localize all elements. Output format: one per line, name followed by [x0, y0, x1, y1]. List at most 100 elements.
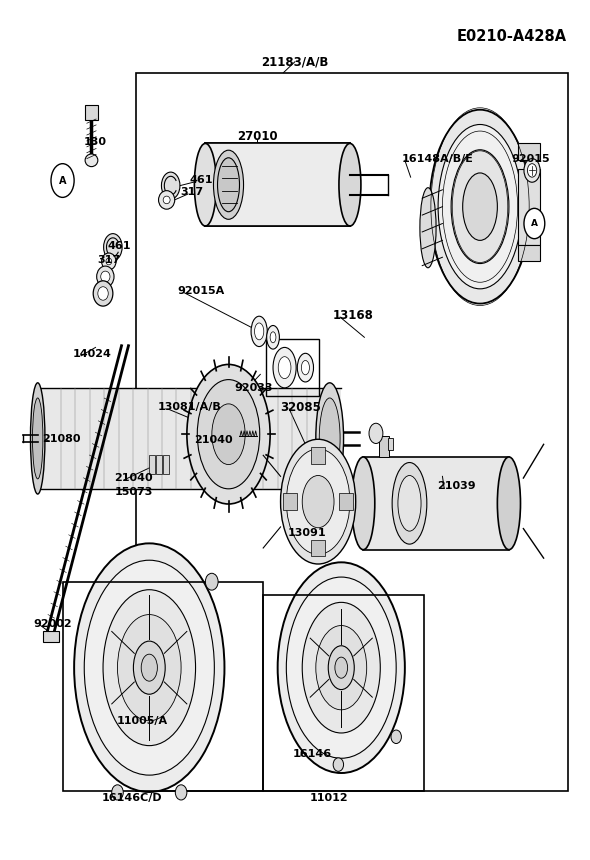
Text: 13081/A/B: 13081/A/B [158, 402, 221, 412]
Circle shape [527, 163, 537, 177]
Text: 21040: 21040 [194, 435, 232, 445]
Ellipse shape [333, 758, 343, 771]
Ellipse shape [103, 590, 195, 746]
Ellipse shape [251, 316, 267, 347]
Ellipse shape [74, 544, 224, 792]
Ellipse shape [85, 154, 98, 167]
Bar [136, 72, 569, 790]
Ellipse shape [101, 271, 110, 282]
Ellipse shape [301, 360, 309, 375]
Circle shape [369, 423, 383, 444]
Bar [517, 169, 540, 244]
Ellipse shape [319, 398, 340, 479]
Text: 317: 317 [181, 187, 204, 197]
Bar [311, 447, 325, 464]
Ellipse shape [497, 457, 520, 550]
Text: E0210-A428A: E0210-A428A [457, 29, 567, 44]
Ellipse shape [316, 383, 343, 494]
Bar [388, 438, 394, 451]
Ellipse shape [352, 457, 375, 550]
Ellipse shape [101, 253, 116, 270]
Text: A: A [531, 219, 538, 228]
Circle shape [51, 163, 74, 198]
Ellipse shape [286, 449, 350, 555]
Text: 13091: 13091 [288, 528, 327, 538]
Text: 92015: 92015 [512, 154, 550, 163]
Ellipse shape [97, 266, 114, 287]
Bar [311, 539, 325, 556]
Text: 11005/A: 11005/A [117, 716, 168, 726]
Text: 317: 317 [97, 255, 120, 265]
Ellipse shape [463, 173, 497, 240]
Ellipse shape [398, 476, 421, 531]
Ellipse shape [302, 602, 381, 733]
Ellipse shape [316, 625, 367, 710]
Text: 21183/A/B: 21183/A/B [261, 55, 329, 68]
Ellipse shape [84, 560, 214, 775]
Text: 92015A: 92015A [177, 286, 224, 296]
Bar [43, 630, 59, 642]
Bar [517, 144, 540, 160]
Ellipse shape [254, 323, 264, 340]
Bar [379, 436, 389, 457]
Ellipse shape [339, 144, 361, 226]
Bar [339, 494, 353, 510]
Ellipse shape [218, 157, 240, 212]
Ellipse shape [163, 196, 170, 204]
Ellipse shape [451, 150, 509, 263]
Text: 11012: 11012 [310, 793, 349, 803]
Text: 92002: 92002 [34, 619, 73, 629]
Text: 27010: 27010 [237, 130, 278, 144]
Ellipse shape [141, 654, 158, 681]
Ellipse shape [175, 785, 187, 800]
Ellipse shape [273, 347, 296, 388]
Bar [84, 105, 99, 120]
Text: eReplacementParts.com: eReplacementParts.com [185, 415, 312, 425]
Text: 14024: 14024 [73, 349, 112, 359]
Ellipse shape [335, 657, 348, 679]
Ellipse shape [281, 439, 356, 564]
Text: 92033: 92033 [234, 383, 273, 393]
Ellipse shape [297, 353, 313, 382]
Ellipse shape [278, 562, 405, 773]
Bar [266, 339, 319, 396]
Ellipse shape [112, 785, 123, 800]
Bar [38, 388, 341, 489]
Bar [63, 581, 263, 790]
Ellipse shape [420, 187, 436, 267]
Ellipse shape [212, 404, 245, 464]
Text: 461: 461 [190, 175, 213, 185]
Bar [517, 244, 540, 261]
Circle shape [104, 234, 122, 261]
Text: A: A [59, 175, 66, 186]
Text: 16148A/B/E: 16148A/B/E [402, 154, 474, 163]
Ellipse shape [194, 144, 217, 226]
Text: 16146C/D: 16146C/D [101, 793, 162, 803]
Ellipse shape [31, 383, 45, 494]
Ellipse shape [117, 615, 181, 721]
Bar [156, 455, 162, 474]
Bar [149, 455, 155, 474]
Ellipse shape [187, 365, 270, 504]
Text: 461: 461 [107, 242, 130, 251]
Bar [263, 595, 424, 790]
Ellipse shape [106, 258, 112, 265]
Ellipse shape [391, 730, 401, 744]
Ellipse shape [267, 325, 280, 349]
Text: 32085: 32085 [280, 401, 322, 414]
Bar [163, 455, 169, 474]
Ellipse shape [302, 476, 334, 528]
Ellipse shape [430, 110, 530, 304]
Text: 130: 130 [84, 137, 107, 147]
Circle shape [524, 158, 540, 182]
Ellipse shape [392, 463, 427, 544]
Bar [205, 144, 350, 226]
Ellipse shape [159, 191, 175, 209]
Ellipse shape [197, 379, 260, 488]
Circle shape [524, 208, 545, 239]
Ellipse shape [328, 646, 354, 690]
Text: 21080: 21080 [42, 434, 80, 445]
Ellipse shape [93, 281, 113, 306]
Bar [363, 457, 509, 550]
Bar [283, 494, 297, 510]
